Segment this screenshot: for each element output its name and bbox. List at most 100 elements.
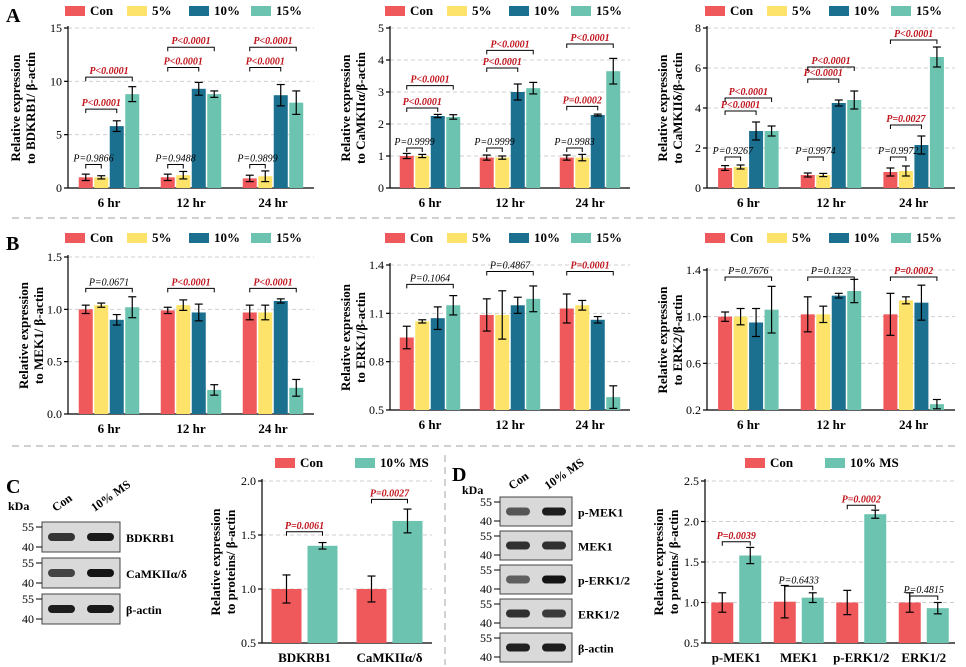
blot-strip-BDKRB1: 55 40 BDKRB1 <box>22 520 175 554</box>
legend-label: 15% <box>276 230 302 245</box>
y-tick-label: 1.0 <box>241 582 256 596</box>
legend-label: 15% <box>276 3 302 18</box>
significance-bracket <box>566 270 614 276</box>
p-value-label: P=0.0002 <box>563 95 602 106</box>
legend-label: 5% <box>152 230 172 245</box>
legend-swatch <box>705 6 725 16</box>
x-tick-label: 6 hr <box>737 417 760 432</box>
bar-5-6hr <box>94 177 109 188</box>
legend-label: 10% <box>214 3 240 18</box>
p-value-label: P=0.9983 <box>553 137 594 148</box>
y-tick-label: 1 <box>378 149 384 163</box>
blot-strip-ERK12: 55 40 ERK1/2 <box>480 597 619 630</box>
significance-bracket <box>371 498 408 504</box>
y-tick-label: 3 <box>378 85 384 99</box>
x-tick-label: 24 hr <box>575 417 604 432</box>
panel-letter-c: C <box>6 476 20 498</box>
blot-strip-pERK12: 55 40 p-ERK1/2 <box>480 563 630 596</box>
blot-band <box>506 643 530 652</box>
legend: Con 10% MS <box>275 455 429 470</box>
legend-label: 10% MS <box>380 455 429 470</box>
p-value-label: P=0.9974 <box>794 146 835 157</box>
bar-Con-6hr <box>399 337 414 410</box>
bar-10-24hr <box>590 319 605 410</box>
blot-band <box>542 575 566 584</box>
legend: Con 5% 10% 15% <box>65 230 302 245</box>
legend: Con 5% 10% 15% <box>705 230 942 245</box>
panel-letter-d: D <box>452 464 466 486</box>
bar-5-24hr <box>898 300 913 410</box>
bar-Con-24hr <box>883 314 898 410</box>
kda-marker: 40 <box>480 616 492 630</box>
significance-bracket <box>249 164 266 169</box>
bar-10-6hr <box>109 126 124 188</box>
kda-marker: 55 <box>22 592 34 606</box>
y-tick-label: 0.8 <box>369 355 384 369</box>
bar-5-24hr <box>898 171 913 188</box>
legend-swatch <box>385 233 405 243</box>
p-value-label: P<0.0001 <box>570 33 609 44</box>
blot-band <box>506 575 530 584</box>
bar-15-6hr <box>125 94 140 188</box>
bar-Con-12hr <box>800 175 815 188</box>
y-axis-label: to proteins/ β-actin <box>223 509 238 615</box>
x-tick-label: 24 hr <box>575 195 604 210</box>
kda-marker: 40 <box>22 612 34 626</box>
p-value-label: P<0.0001 <box>164 56 203 67</box>
significance-bracket <box>566 147 583 152</box>
legend-label: 5% <box>152 3 172 18</box>
bar-10-12hr <box>831 103 846 188</box>
p-value-label: P=0.4815 <box>903 585 944 596</box>
blot-strip-actin: 55 40 β-actin <box>22 592 162 626</box>
blot-target-label: β-actin <box>578 642 614 656</box>
significance-bracket <box>807 276 855 281</box>
bar-10MS-pMEK1 <box>739 555 762 643</box>
lane-label: 10% MS <box>88 477 133 514</box>
bar-5-6hr <box>733 167 748 188</box>
significance-bracket <box>286 531 323 536</box>
bar-15-12hr <box>847 100 862 188</box>
bar-15-6hr <box>764 131 779 188</box>
kda-marker: 55 <box>480 495 492 509</box>
bar-5-6hr <box>415 321 430 410</box>
significance-bracket <box>406 107 439 112</box>
y-axis-label: to BDKRB1/ β-actin <box>23 51 38 164</box>
bar-10-24hr <box>273 300 288 414</box>
p-value-label: P=0.9866 <box>72 154 113 165</box>
x-tick-label: 12 hr <box>816 195 845 210</box>
x-tick-label: 6 hr <box>98 421 121 436</box>
significance-bracket <box>406 85 454 90</box>
y-axis-label: Relative expression <box>208 508 223 616</box>
y-axis-label: Relative expression <box>16 281 31 389</box>
legend-swatch <box>705 233 725 243</box>
legend-swatch <box>829 233 849 243</box>
blot-strip-pMEK1: 55 40 p-MEK1 <box>480 495 623 528</box>
significance-bracket <box>249 287 297 293</box>
p-value-label: P=0.9899 <box>236 154 277 165</box>
bar-Con-12hr <box>160 310 175 414</box>
blot-strip-MEK1: 55 40 MEK1 <box>480 529 613 562</box>
significance-bracket <box>566 43 614 48</box>
legend-swatch <box>447 233 467 243</box>
legend-label: 5% <box>472 230 492 245</box>
significance-bracket <box>486 270 534 276</box>
p-value-label: P<0.0001 <box>89 66 128 77</box>
significance-bracket <box>167 164 184 169</box>
western-blot-C: kDa Con 10% MS 55 40 BDKRB1 55 40 CaMKIIα/δ 55 40 β… <box>8 477 187 626</box>
legend-swatch <box>251 6 271 16</box>
bar-Con-24hr <box>559 308 574 410</box>
lane-label: Con <box>49 491 75 515</box>
significance-bracket <box>486 67 519 72</box>
bar-15-12hr <box>207 94 222 188</box>
chart-B3: 0.2 0.6 1.0 1.4 Relative expression to ERK2/β… <box>655 230 955 432</box>
bar-10MS-MEK1 <box>801 597 824 643</box>
p-value-label: P<0.0001 <box>82 98 121 109</box>
y-tick-label: 1.5 <box>47 250 62 264</box>
y-axis-label: to CaMKIIδ/β-actin <box>670 52 685 164</box>
p-value-label: P=0.0061 <box>285 521 324 532</box>
blot-target-label: BDKRB1 <box>126 531 175 545</box>
blot-band <box>87 605 114 613</box>
blot-strip-actin: 55 40 β-actin <box>480 631 614 664</box>
x-tick-label: 12 hr <box>495 417 524 432</box>
legend-swatch <box>825 458 845 468</box>
